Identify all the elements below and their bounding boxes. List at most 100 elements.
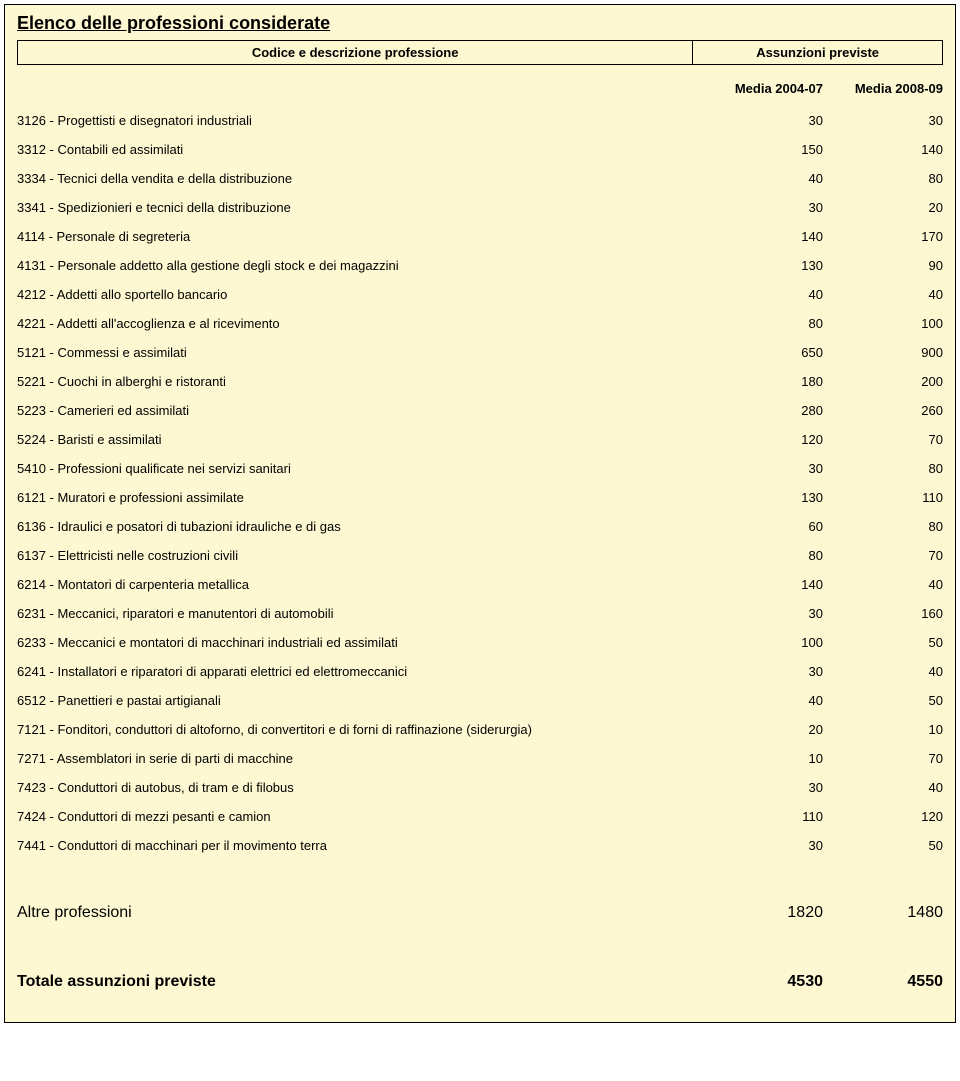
row-value-2: 50 bbox=[823, 635, 943, 650]
row-value-2: 80 bbox=[823, 461, 943, 476]
table-row: 6241 - Installatori e riparatori di appa… bbox=[17, 657, 943, 686]
row-value-1: 30 bbox=[703, 461, 823, 476]
table-row: 3126 - Progettisti e disegnatori industr… bbox=[17, 106, 943, 135]
row-value-1: 150 bbox=[703, 142, 823, 157]
total-row: Totale assunzioni previste 4530 4550 bbox=[17, 966, 943, 998]
row-value-1: 110 bbox=[703, 809, 823, 824]
summary-label: Altre professioni bbox=[17, 904, 703, 922]
row-description: 4212 - Addetti allo sportello bancario bbox=[17, 287, 703, 302]
row-value-1: 130 bbox=[703, 258, 823, 273]
row-value-2: 900 bbox=[823, 345, 943, 360]
row-value-1: 180 bbox=[703, 374, 823, 389]
row-value-2: 70 bbox=[823, 432, 943, 447]
row-value-1: 140 bbox=[703, 577, 823, 592]
page-container: Elenco delle professioni considerate Cod… bbox=[4, 4, 956, 1023]
row-value-2: 200 bbox=[823, 374, 943, 389]
sub-header: Media 2004-07 Media 2008-09 bbox=[17, 75, 943, 106]
row-value-1: 10 bbox=[703, 751, 823, 766]
header-col-description: Codice e descrizione professione bbox=[18, 41, 693, 65]
row-value-2: 50 bbox=[823, 693, 943, 708]
table-row: 7441 - Conduttori di macchinari per il m… bbox=[17, 831, 943, 860]
row-description: 6241 - Installatori e riparatori di appa… bbox=[17, 664, 703, 679]
row-value-2: 120 bbox=[823, 809, 943, 824]
row-value-1: 80 bbox=[703, 548, 823, 563]
row-value-1: 30 bbox=[703, 838, 823, 853]
table-row: 4221 - Addetti all'accoglienza e al rice… bbox=[17, 309, 943, 338]
row-value-2: 10 bbox=[823, 722, 943, 737]
page-title: Elenco delle professioni considerate bbox=[17, 11, 943, 40]
row-description: 3334 - Tecnici della vendita e della dis… bbox=[17, 171, 703, 186]
row-value-2: 70 bbox=[823, 751, 943, 766]
table-row: 3334 - Tecnici della vendita e della dis… bbox=[17, 164, 943, 193]
summary-value-2: 1480 bbox=[823, 904, 943, 922]
total-label: Totale assunzioni previste bbox=[17, 973, 703, 991]
row-value-2: 100 bbox=[823, 316, 943, 331]
row-value-2: 30 bbox=[823, 113, 943, 128]
row-description: 5224 - Baristi e assimilati bbox=[17, 432, 703, 447]
row-value-1: 20 bbox=[703, 722, 823, 737]
row-description: 4131 - Personale addetto alla gestione d… bbox=[17, 258, 703, 273]
row-description: 5223 - Camerieri ed assimilati bbox=[17, 403, 703, 418]
summary-section: Altre professioni 1820 1480 bbox=[17, 894, 943, 932]
row-value-2: 40 bbox=[823, 577, 943, 592]
row-description: 4221 - Addetti all'accoglienza e al rice… bbox=[17, 316, 703, 331]
row-value-1: 100 bbox=[703, 635, 823, 650]
row-value-1: 280 bbox=[703, 403, 823, 418]
row-description: 6512 - Panettieri e pastai artigianali bbox=[17, 693, 703, 708]
row-value-2: 160 bbox=[823, 606, 943, 621]
table-row: 6121 - Muratori e professioni assimilate… bbox=[17, 483, 943, 512]
row-value-2: 80 bbox=[823, 519, 943, 534]
total-value-2: 4550 bbox=[823, 973, 943, 991]
table-row: 6137 - Elettricisti nelle costruzioni ci… bbox=[17, 541, 943, 570]
row-description: 5410 - Professioni qualificate nei servi… bbox=[17, 461, 703, 476]
table-row: 5223 - Camerieri ed assimilati280260 bbox=[17, 396, 943, 425]
row-description: 7271 - Assemblatori in serie di parti di… bbox=[17, 751, 703, 766]
table-row: 7423 - Conduttori di autobus, di tram e … bbox=[17, 773, 943, 802]
row-description: 5121 - Commessi e assimilati bbox=[17, 345, 703, 360]
table-row: 6136 - Idraulici e posatori di tubazioni… bbox=[17, 512, 943, 541]
row-value-1: 30 bbox=[703, 200, 823, 215]
row-value-1: 80 bbox=[703, 316, 823, 331]
table-row: 6512 - Panettieri e pastai artigianali40… bbox=[17, 686, 943, 715]
row-value-2: 260 bbox=[823, 403, 943, 418]
table-row: 6231 - Meccanici, riparatori e manutento… bbox=[17, 599, 943, 628]
row-value-1: 40 bbox=[703, 171, 823, 186]
row-description: 7121 - Fonditori, conduttori di altoforn… bbox=[17, 722, 703, 737]
table-row: 6214 - Montatori di carpenteria metallic… bbox=[17, 570, 943, 599]
row-description: 7441 - Conduttori di macchinari per il m… bbox=[17, 838, 703, 853]
row-description: 6214 - Montatori di carpenteria metallic… bbox=[17, 577, 703, 592]
row-value-2: 110 bbox=[823, 490, 943, 505]
row-description: 3312 - Contabili ed assimilati bbox=[17, 142, 703, 157]
subheader-media-2008-09: Media 2008-09 bbox=[823, 81, 943, 96]
total-section: Totale assunzioni previste 4530 4550 bbox=[17, 966, 943, 998]
table-row: 5121 - Commessi e assimilati650900 bbox=[17, 338, 943, 367]
table-row: 3312 - Contabili ed assimilati150140 bbox=[17, 135, 943, 164]
table-row: 7271 - Assemblatori in serie di parti di… bbox=[17, 744, 943, 773]
table-row: 4114 - Personale di segreteria140170 bbox=[17, 222, 943, 251]
table-row: 5224 - Baristi e assimilati12070 bbox=[17, 425, 943, 454]
row-value-1: 30 bbox=[703, 780, 823, 795]
subheader-media-2004-07: Media 2004-07 bbox=[703, 81, 823, 96]
row-description: 6137 - Elettricisti nelle costruzioni ci… bbox=[17, 548, 703, 563]
row-value-2: 70 bbox=[823, 548, 943, 563]
summary-value-1: 1820 bbox=[703, 904, 823, 922]
row-value-1: 40 bbox=[703, 287, 823, 302]
table-row: 3341 - Spedizionieri e tecnici della dis… bbox=[17, 193, 943, 222]
row-value-1: 30 bbox=[703, 113, 823, 128]
header-col-assunzioni: Assunzioni previste bbox=[693, 41, 943, 65]
row-description: 4114 - Personale di segreteria bbox=[17, 229, 703, 244]
table-row: 4131 - Personale addetto alla gestione d… bbox=[17, 251, 943, 280]
row-value-2: 80 bbox=[823, 171, 943, 186]
data-rows: 3126 - Progettisti e disegnatori industr… bbox=[17, 106, 943, 860]
row-description: 3341 - Spedizionieri e tecnici della dis… bbox=[17, 200, 703, 215]
summary-row: Altre professioni 1820 1480 bbox=[17, 894, 943, 932]
row-value-2: 140 bbox=[823, 142, 943, 157]
row-value-2: 90 bbox=[823, 258, 943, 273]
row-description: 7423 - Conduttori di autobus, di tram e … bbox=[17, 780, 703, 795]
row-value-2: 50 bbox=[823, 838, 943, 853]
row-description: 6233 - Meccanici e montatori di macchina… bbox=[17, 635, 703, 650]
total-value-1: 4530 bbox=[703, 973, 823, 991]
row-value-1: 30 bbox=[703, 606, 823, 621]
row-value-2: 170 bbox=[823, 229, 943, 244]
row-value-1: 40 bbox=[703, 693, 823, 708]
